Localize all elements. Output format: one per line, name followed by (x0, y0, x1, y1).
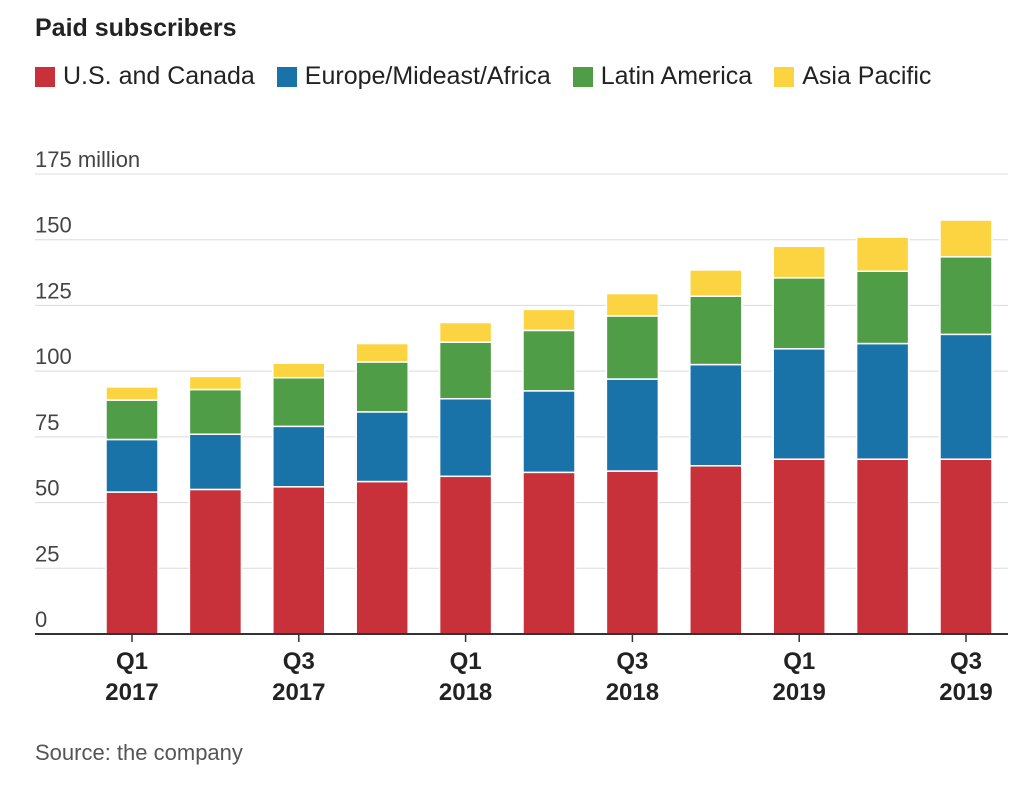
bar-segment (438, 475, 493, 635)
x-tick-label: Q1 (450, 648, 482, 675)
bar-segment (272, 376, 326, 428)
legend-swatch-latin-america (572, 66, 593, 87)
legend-swatch-asia-pacific (774, 66, 795, 87)
bar-segment (939, 256, 993, 336)
legend-label-emea: Europe/Mideast/Africa (304, 62, 551, 90)
legend: U.S. and Canada Europe/Mideast/Africa La… (35, 62, 953, 91)
bar-segment (105, 491, 159, 635)
legend-swatch-us-canada (35, 66, 55, 87)
y-tick-label: 175 million (35, 147, 140, 172)
x-tick-label: Q3 (950, 648, 982, 675)
x-tick-label: Q3 (283, 648, 315, 675)
legend-item-emea: Europe/Mideast/Africa (276, 62, 551, 91)
bar-segment (522, 471, 576, 635)
bar-segment (605, 315, 660, 380)
bar-segment (855, 236, 910, 273)
bar-segment (689, 295, 743, 366)
legend-item-asia-pacific: Asia Pacific (774, 62, 931, 91)
bar-segment (772, 458, 826, 635)
legend-item-latin-america: Latin America (572, 62, 753, 91)
bar-segment (689, 363, 743, 467)
x-tick-label: Q1 (783, 648, 815, 675)
bar-segment (438, 397, 493, 478)
x-tick-label: 2018 (606, 679, 659, 706)
bar-segment (438, 321, 493, 343)
bar-segment (522, 308, 576, 332)
y-tick-label: 75 (35, 410, 59, 435)
bar-segment (605, 378, 660, 472)
legend-swatch-emea (276, 66, 297, 87)
bar-segment (855, 458, 910, 635)
bar-segment (272, 425, 326, 488)
y-tick-label: 100 (35, 344, 72, 369)
bar-segment (105, 399, 159, 441)
y-tick-label: 0 (35, 607, 47, 632)
bar-segment (355, 361, 409, 413)
bar-segment (689, 465, 743, 635)
bar-segment (105, 438, 159, 493)
bar-segment (438, 341, 493, 400)
bar-segment (355, 480, 409, 635)
bar-segment (272, 362, 326, 379)
legend-label-latin-america: Latin America (600, 62, 753, 90)
bar-segment (522, 390, 576, 474)
y-tick-label: 50 (35, 476, 59, 501)
x-tick-label: Q3 (616, 648, 648, 675)
bar-segment (689, 269, 743, 297)
bar-segment (939, 333, 993, 460)
y-tick-label: 150 (35, 213, 72, 238)
bar-segment (188, 433, 243, 491)
y-tick-label: 125 (35, 278, 72, 303)
bar-segment (188, 375, 243, 391)
y-tick-label: 25 (35, 541, 59, 566)
chart-title: Paid subscribers (35, 14, 237, 42)
x-tick-label: 2018 (439, 679, 492, 706)
bar-segment (605, 470, 660, 635)
x-tick-label: 2019 (773, 679, 826, 706)
bar-segment (855, 342, 910, 460)
legend-label-us-canada: U.S. and Canada (63, 62, 255, 90)
bar-segment (355, 342, 409, 363)
legend-item-us-canada: U.S. and Canada (35, 62, 255, 91)
bar-segment (522, 329, 576, 392)
bar-segment (272, 486, 326, 635)
bar-segment (188, 488, 243, 635)
x-tick-label: 2019 (939, 679, 992, 706)
bar-segment (939, 458, 993, 635)
bar-segment (605, 292, 660, 317)
x-tick-label: Q1 (116, 648, 148, 675)
bar-segment (855, 270, 910, 345)
legend-label-asia-pacific: Asia Pacific (802, 62, 932, 90)
bar-segment (939, 219, 993, 258)
bar-segment (105, 386, 159, 401)
x-tick-label: 2017 (272, 679, 325, 706)
bar-segment (772, 348, 826, 460)
bar-segment (772, 245, 826, 279)
source-note: Source: the company (35, 740, 243, 765)
x-tick-label: 2017 (105, 679, 158, 706)
bar-segment (188, 388, 243, 435)
bar-segment (772, 277, 826, 350)
bar-segment (355, 411, 409, 483)
